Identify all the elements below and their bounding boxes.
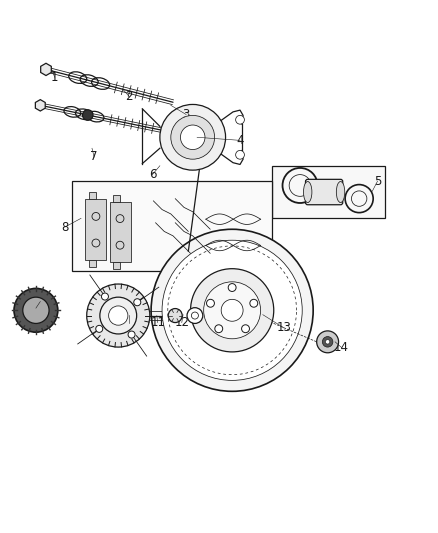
Ellipse shape bbox=[336, 182, 345, 203]
Circle shape bbox=[187, 308, 203, 324]
Text: 11: 11 bbox=[150, 316, 165, 329]
Text: 3: 3 bbox=[183, 108, 190, 121]
Circle shape bbox=[191, 312, 198, 319]
Text: 10: 10 bbox=[122, 316, 137, 329]
Circle shape bbox=[322, 336, 333, 347]
Circle shape bbox=[221, 300, 243, 321]
Circle shape bbox=[215, 325, 223, 333]
Text: 8: 8 bbox=[61, 221, 68, 233]
Circle shape bbox=[180, 125, 205, 150]
Circle shape bbox=[23, 297, 49, 324]
Circle shape bbox=[207, 300, 215, 307]
Polygon shape bbox=[272, 166, 385, 219]
Circle shape bbox=[87, 284, 150, 347]
Text: 2: 2 bbox=[125, 90, 133, 103]
Circle shape bbox=[236, 115, 244, 124]
Text: 9: 9 bbox=[32, 302, 40, 314]
Circle shape bbox=[191, 269, 274, 352]
Circle shape bbox=[151, 229, 313, 391]
Text: 5: 5 bbox=[374, 175, 381, 188]
Circle shape bbox=[82, 110, 93, 120]
Circle shape bbox=[250, 300, 258, 307]
Circle shape bbox=[160, 104, 226, 170]
Polygon shape bbox=[35, 100, 45, 111]
Circle shape bbox=[100, 297, 137, 334]
Circle shape bbox=[171, 115, 215, 159]
Circle shape bbox=[109, 306, 128, 325]
Bar bbox=[88, 260, 96, 267]
Circle shape bbox=[168, 309, 182, 322]
Polygon shape bbox=[41, 63, 51, 76]
Ellipse shape bbox=[304, 182, 312, 203]
Bar bbox=[113, 262, 120, 269]
Text: 4: 4 bbox=[236, 134, 244, 147]
Text: 7: 7 bbox=[90, 150, 98, 164]
Circle shape bbox=[102, 293, 109, 300]
Circle shape bbox=[128, 331, 135, 338]
Text: 1: 1 bbox=[51, 71, 59, 84]
Text: 13: 13 bbox=[276, 321, 291, 334]
Bar bbox=[72, 181, 272, 271]
Bar bbox=[88, 192, 96, 199]
Bar bbox=[110, 201, 131, 262]
Text: 6: 6 bbox=[148, 168, 156, 181]
Circle shape bbox=[96, 325, 103, 333]
Text: 14: 14 bbox=[334, 341, 349, 354]
Circle shape bbox=[14, 288, 58, 332]
Circle shape bbox=[162, 240, 302, 381]
Circle shape bbox=[317, 331, 339, 353]
Bar bbox=[113, 195, 120, 201]
Circle shape bbox=[204, 282, 261, 339]
Circle shape bbox=[242, 325, 250, 333]
Circle shape bbox=[236, 150, 244, 159]
Text: 12: 12 bbox=[174, 316, 189, 329]
FancyBboxPatch shape bbox=[305, 179, 343, 205]
Circle shape bbox=[228, 284, 236, 292]
Circle shape bbox=[134, 298, 141, 306]
Circle shape bbox=[325, 340, 330, 344]
Bar bbox=[85, 199, 106, 260]
